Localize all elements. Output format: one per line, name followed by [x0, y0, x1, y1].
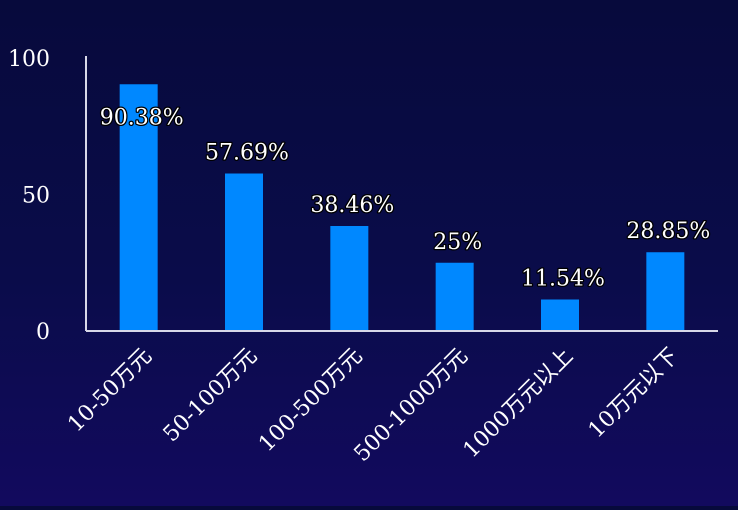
- bar-series: [119, 84, 685, 331]
- x-category-label: 10-50万元: [63, 344, 157, 438]
- y-tick-label: 50: [22, 184, 50, 209]
- bar: [541, 299, 579, 331]
- bar-value-label: 28.85%: [626, 219, 710, 244]
- bar: [646, 252, 685, 331]
- x-category-label: 1000万元以上: [459, 344, 579, 464]
- x-category-label: 100-500万元: [254, 344, 367, 457]
- bar: [435, 262, 474, 331]
- bar-value-label: 38.46%: [310, 193, 394, 218]
- bar-value-label: 11.54%: [521, 266, 605, 291]
- y-tick-label: 0: [36, 320, 50, 345]
- bar-value-label: 90.38%: [100, 105, 184, 130]
- x-category-label: 10万元以下: [584, 344, 684, 444]
- x-category-label: 500-1000万元: [350, 344, 473, 467]
- bar: [330, 226, 369, 331]
- x-category-label: 50-100万元: [159, 344, 263, 448]
- bar: [225, 173, 263, 331]
- bar: [119, 84, 158, 331]
- data-labels: 90.38% 57.69% 38.46% 25% 11.54% 28.85%: [98, 104, 711, 293]
- bar-value-label: 57.69%: [205, 141, 289, 166]
- bar-value-label: 25%: [433, 230, 482, 255]
- y-tick-label: 100: [8, 47, 50, 72]
- x-axis-category-labels: 10-50万元 50-100万元100-500万元500-1000万元1000万元…: [63, 344, 683, 467]
- y-axis-ticks: 0 50 100: [8, 47, 50, 345]
